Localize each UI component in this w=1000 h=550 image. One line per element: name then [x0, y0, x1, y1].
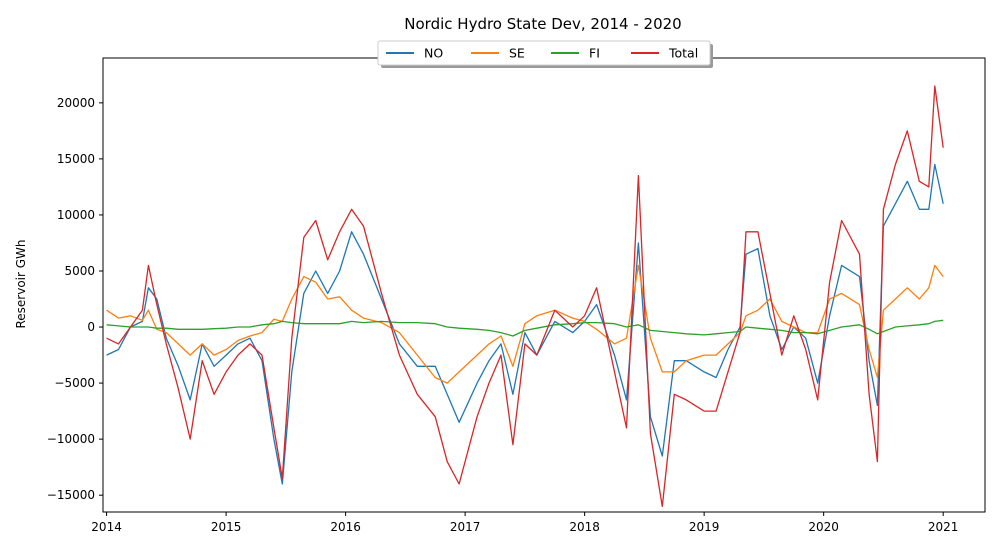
x-tick-label: 2020 [808, 520, 839, 534]
x-axis: 2014 2015 2016 2017 2018 2019 2020 2021 [91, 512, 958, 534]
legend: NO SE FI Total [377, 40, 713, 68]
x-tick-label: 2019 [689, 520, 720, 534]
x-tick-label: 2017 [450, 520, 481, 534]
legend-label-total: Total [668, 46, 698, 61]
y-tick-label: −15000 [47, 488, 95, 502]
x-tick-label: 2018 [569, 520, 600, 534]
series-line-total [106, 85, 944, 508]
legend-label-fi: FI [589, 46, 600, 61]
x-tick-label: 2016 [330, 520, 361, 534]
y-tick-label: 10000 [57, 208, 95, 222]
x-tick-label: 2014 [91, 520, 122, 534]
y-tick-label: 5000 [64, 264, 95, 278]
legend-label-no: NO [424, 46, 443, 61]
legend-box [377, 40, 711, 66]
series-layer [106, 85, 944, 508]
chart-title: Nordic Hydro State Dev, 2014 - 2020 [404, 15, 681, 33]
legend-label-se: SE [509, 46, 525, 61]
x-tick-label: 2015 [211, 520, 242, 534]
y-axis: −15000 −10000 −5000 0 5000 10000 15000 20000 [47, 96, 103, 502]
y-axis-label: Reservoir GWh [14, 239, 28, 328]
plot-frame [102, 57, 986, 513]
y-tick-label: 20000 [57, 96, 95, 110]
y-tick-label: 15000 [57, 152, 95, 166]
y-tick-label: −5000 [54, 376, 95, 390]
y-tick-label: 0 [87, 320, 95, 334]
y-tick-label: −10000 [47, 432, 95, 446]
x-tick-label: 2021 [928, 520, 959, 534]
series-line-se [106, 264, 944, 384]
series-line-no [106, 163, 944, 485]
series-line-fi [106, 319, 944, 337]
